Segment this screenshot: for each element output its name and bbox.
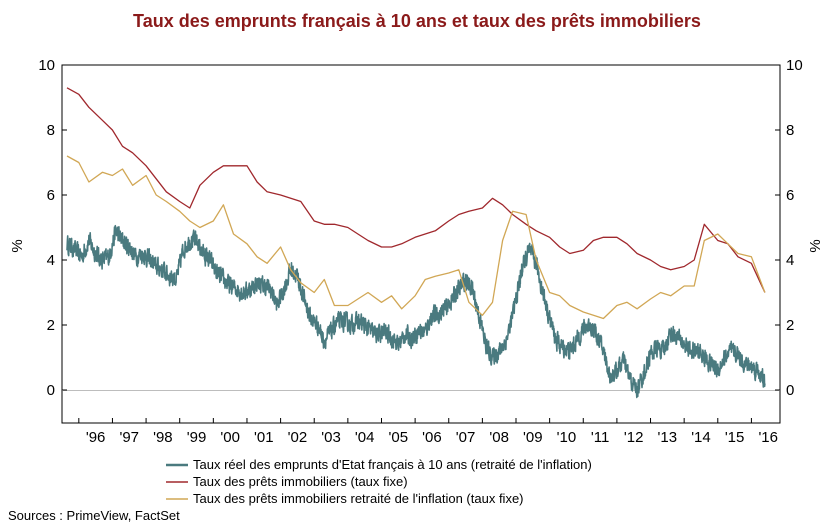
y-axis-right: 0 2 4 6 8 10 <box>775 57 803 399</box>
y-tick-label-left: 10 <box>38 57 55 74</box>
plot-frame <box>61 64 781 424</box>
x-tick-label: '99 <box>187 429 207 446</box>
x-tick-label: '97 <box>119 429 139 446</box>
chart-title: Taux des emprunts français à 10 ans et t… <box>133 11 701 31</box>
x-tick-label: '02 <box>288 429 308 446</box>
x-tick-label: '09 <box>523 429 543 446</box>
x-tick-label: '08 <box>489 429 509 446</box>
x-tick-label: '03 <box>321 429 341 446</box>
y-axis-label-left: % <box>9 239 26 252</box>
x-tick-label: '00 <box>220 429 240 446</box>
y-tick-label-left: 6 <box>47 187 55 204</box>
x-tick-label: '07 <box>456 429 476 446</box>
x-tick-label: '04 <box>355 429 375 446</box>
x-tick-label: '05 <box>389 429 409 446</box>
y-tick-label-left: 4 <box>47 252 55 269</box>
series-line-2 <box>66 155 766 320</box>
y-tick-label-left: 2 <box>47 317 55 334</box>
legend-label-adjusted: Taux des prêts immobiliers retraité de l… <box>193 491 524 506</box>
x-tick-label: '06 <box>422 429 442 446</box>
y-tick-label-left: 8 <box>47 122 55 139</box>
x-tick-label: '12 <box>624 429 644 446</box>
y-axis-left: 0 2 4 6 8 10 <box>38 57 67 399</box>
x-tick-label: '10 <box>557 429 577 446</box>
series-line-1 <box>66 87 766 293</box>
y-tick-label-right: 6 <box>786 187 794 204</box>
y-tick-label-right: 10 <box>786 57 803 74</box>
y-axis-label-right: % <box>807 239 824 252</box>
legend-label-real: Taux réel des emprunts d'Etat français à… <box>193 457 592 472</box>
y-tick-label-left: 0 <box>47 382 55 399</box>
y-tick-label-right: 8 <box>786 122 794 139</box>
x-tick-label: '01 <box>254 429 274 446</box>
legend: Taux réel des emprunts d'Etat français à… <box>166 457 592 506</box>
x-axis: '96 '97 '98 '99 '00 '01 '02 '03 '04 '05 '06 '07 '08 '… <box>78 418 778 446</box>
x-tick-label: '16 <box>758 429 778 446</box>
series-line-0 <box>66 224 766 399</box>
x-tick-label: '11 <box>591 429 609 446</box>
source-note: Sources : PrimeView, FactSet <box>8 508 180 523</box>
series-layer <box>66 87 766 399</box>
y-tick-label-right: 2 <box>786 317 794 334</box>
x-tick-label: '15 <box>725 429 745 446</box>
legend-label-fixed: Taux des prêts immobiliers (taux fixe) <box>193 474 408 489</box>
y-tick-label-right: 4 <box>786 252 794 269</box>
x-tick-label: '98 <box>153 429 173 446</box>
x-tick-label: '96 <box>86 429 106 446</box>
x-tick-label: '14 <box>691 429 711 446</box>
y-tick-label-right: 0 <box>786 382 794 399</box>
x-tick-label: '13 <box>658 429 678 446</box>
